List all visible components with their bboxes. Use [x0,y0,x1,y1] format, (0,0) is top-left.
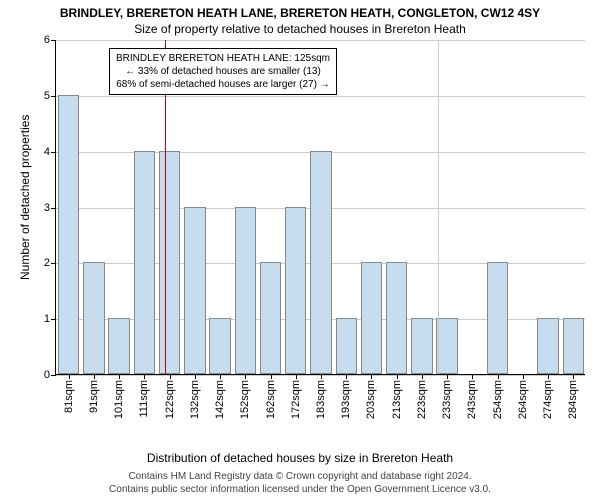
x-axis-label: Distribution of detached houses by size … [0,451,600,465]
xtick-mark [573,374,574,379]
bar [411,318,432,374]
ytick-mark [51,263,56,264]
ytick-mark [51,152,56,153]
xtick-mark [94,374,95,379]
info-box-line: ← 33% of detached houses are smaller (13… [116,65,330,78]
ytick-mark [51,208,56,209]
ytick-mark [51,96,56,97]
xtick-mark [397,374,398,379]
ytick-label: 3 [44,202,50,214]
xtick-label: 81sqm [63,380,75,413]
xtick-label: 243sqm [466,380,478,419]
xtick-mark [296,374,297,379]
info-box-line: BRINDLEY BRERETON HEATH LANE: 125sqm [116,52,330,65]
xtick-label: 223sqm [416,380,428,419]
xtick-label: 91sqm [88,380,100,413]
xtick-mark [271,374,272,379]
ytick-label: 2 [44,257,50,269]
bar [134,151,155,374]
xtick-label: 233sqm [441,380,453,419]
info-box-line: 68% of semi-detached houses are larger (… [116,78,330,91]
footer-line-2: Contains public sector information licen… [0,483,600,496]
ytick-mark [51,375,56,376]
gridline [56,96,585,97]
chart-title-sub: Size of property relative to detached ho… [0,20,600,36]
bar [361,262,382,374]
bar [209,318,230,374]
ytick-label: 6 [44,34,50,46]
ytick-label: 5 [44,90,50,102]
xtick-mark [523,374,524,379]
chart-area: 012345681sqm91sqm101sqm111sqm122sqm132sq… [55,40,585,375]
chart-title-main: BRINDLEY, BRERETON HEATH LANE, BRERETON … [0,0,600,20]
bar [108,318,129,374]
ytick-label: 0 [44,369,50,381]
footer: Contains HM Land Registry data © Crown c… [0,470,600,496]
xtick-mark [119,374,120,379]
xtick-label: 122sqm [164,380,176,419]
plot-region: 012345681sqm91sqm101sqm111sqm122sqm132sq… [55,40,585,375]
xtick-mark [472,374,473,379]
ytick-label: 4 [44,146,50,158]
gridline [56,40,585,41]
xtick-label: 254sqm [492,380,504,419]
info-box: BRINDLEY BRERETON HEATH LANE: 125sqm← 33… [109,48,337,95]
xtick-mark [346,374,347,379]
xtick-mark [170,374,171,379]
xtick-mark [548,374,549,379]
xtick-label: 193sqm [340,380,352,419]
xtick-label: 172sqm [290,380,302,419]
ytick-mark [51,40,56,41]
footer-line-1: Contains HM Land Registry data © Crown c… [0,470,600,483]
xtick-label: 183sqm [315,380,327,419]
xtick-mark [447,374,448,379]
bar [184,207,205,375]
bar [436,318,457,374]
bar [58,95,79,374]
xtick-label: 101sqm [113,380,125,419]
xtick-mark [69,374,70,379]
xtick-label: 142sqm [214,380,226,419]
xtick-label: 264sqm [517,380,529,419]
xtick-mark [245,374,246,379]
bar [159,151,180,374]
xtick-mark [422,374,423,379]
bar [83,262,104,374]
bar [386,262,407,374]
ytick-label: 1 [44,313,50,325]
bar [285,207,306,375]
bar [487,262,508,374]
bar [537,318,558,374]
xtick-label: 111sqm [138,380,150,418]
xtick-label: 132sqm [189,380,201,419]
bar [235,207,256,375]
xtick-mark [321,374,322,379]
ytick-mark [51,319,56,320]
xtick-mark [195,374,196,379]
xtick-mark [144,374,145,379]
y-axis-label: Number of detached properties [18,115,32,280]
reference-line [438,40,439,374]
xtick-mark [498,374,499,379]
xtick-label: 203sqm [365,380,377,419]
xtick-label: 213sqm [391,380,403,419]
xtick-label: 274sqm [542,380,554,419]
xtick-label: 162sqm [265,380,277,419]
xtick-mark [371,374,372,379]
xtick-label: 152sqm [239,380,251,419]
xtick-mark [220,374,221,379]
bar [260,262,281,374]
bar [563,318,584,374]
bar [336,318,357,374]
bar [310,151,331,374]
xtick-label: 284sqm [567,380,579,419]
